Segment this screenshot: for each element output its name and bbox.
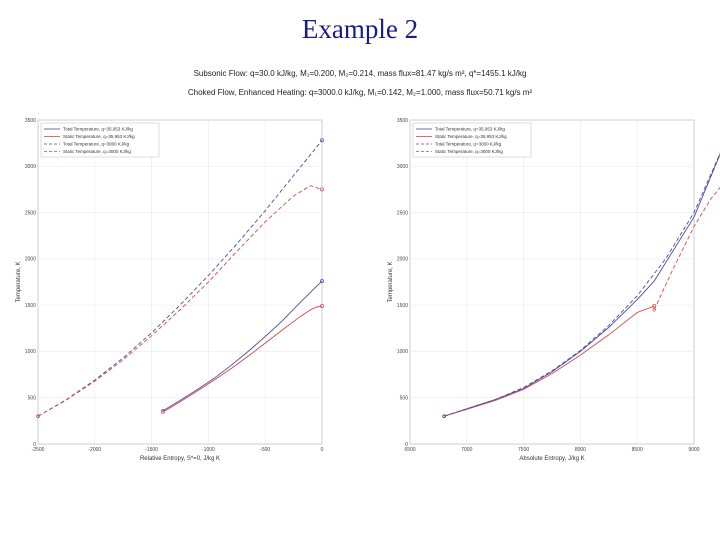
y-tick-label: 3000: [397, 164, 408, 170]
series-end-marker: [320, 279, 324, 284]
y-tick-label: 0: [33, 442, 36, 448]
series-line: [37, 140, 323, 417]
series-start-marker: [652, 308, 656, 312]
series-start-marker: [161, 410, 165, 414]
legend-box: [40, 122, 160, 158]
x-tick-label: -2000: [88, 447, 101, 453]
slide-title: Example 2: [301, 14, 419, 44]
chart-1: -2500 -2000 -1500 -1000 -500 0 0 500 1000 1500 200…: [16, 118, 324, 462]
x-tick-label: 0: [321, 447, 324, 453]
x-tick-label: 8500: [632, 447, 643, 453]
y-tick-label: 2000: [25, 257, 36, 263]
y-tick-label: 3500: [25, 118, 36, 124]
subtitle-subsonic: Subsonic Flow: q=30.0 kJ/kg, M₁=0.200, M…: [193, 69, 527, 78]
y-axis-label: Temperature, K: [388, 261, 394, 302]
series-end-marker: [320, 187, 324, 192]
series-end-marker: [320, 304, 324, 309]
y-tick-label: 3000: [25, 164, 36, 170]
y-tick-label: 2500: [397, 210, 408, 216]
x-tick-label: 9000: [688, 447, 699, 453]
series-line: [653, 187, 720, 310]
y-tick-label: 1500: [397, 303, 408, 309]
series-end-marker: [320, 138, 324, 143]
legend-entry: Total Temperature, q=35.953 KJ/kg: [63, 127, 133, 132]
legend-entry: Static Temperature, q=35.953 KJ/kg: [63, 134, 135, 139]
legend-entry: Total Temperature, q=3000 KJ/kg: [63, 142, 130, 147]
x-tick-label: -500: [260, 447, 270, 453]
y-tick-label: 0: [405, 442, 408, 448]
y-axis-label: Temperature, K: [16, 261, 22, 302]
series-end-marker: [652, 304, 657, 309]
legend-entry: Static Temperature, q=3000 KJ/kg: [435, 149, 503, 154]
y-tick-label: 3500: [397, 118, 408, 124]
series-start-marker: [442, 414, 446, 418]
y-tick-label: 500: [28, 396, 37, 402]
series-line: [443, 305, 655, 417]
x-tick-label: -1500: [145, 447, 158, 453]
x-tick-label: 8000: [575, 447, 586, 453]
series-line: [37, 185, 323, 417]
legend-box: [412, 122, 532, 158]
y-tick-label: 1500: [25, 303, 36, 309]
legend-entry: Total Temperature, q=35.953 KJ/kg: [435, 127, 505, 132]
legend-entry: Total Temperature, q=3000 KJ/kg: [435, 142, 502, 147]
y-tick-label: 2500: [25, 210, 36, 216]
series-line: [443, 153, 720, 417]
x-axis-label: Relative Entropy, S*=0, J/kg K: [140, 456, 220, 462]
series-start-marker: [36, 414, 40, 418]
series-line: [443, 152, 720, 417]
subtitle-choked: Choked Flow, Enhanced Heating: q=3000.0 …: [187, 88, 533, 97]
x-tick-label: 7500: [518, 447, 529, 453]
y-tick-label: 500: [400, 396, 409, 402]
plot-frame: [37, 119, 323, 445]
series-start-marker: [36, 414, 40, 418]
series-line: [162, 305, 323, 413]
legend: Total Temperature, q=35.953 KJ/kg Static …: [412, 122, 532, 158]
series-start-marker: [442, 414, 446, 418]
y-tick-label: 2000: [397, 257, 408, 263]
x-tick-label: 7000: [461, 447, 472, 453]
plot-frame: [409, 119, 695, 445]
y-tick-label: 1000: [397, 349, 408, 355]
legend-entry: Static Temperature, q=35.953 KJ/kg: [435, 134, 507, 139]
series-start-marker: [161, 408, 165, 413]
x-tick-label: 6500: [404, 447, 415, 453]
legend-entry: Static Temperature, q=3000 KJ/kg: [63, 149, 131, 154]
x-axis-label: Absolute Entropy, J/kg K: [519, 456, 584, 462]
x-tick-label: -1000: [202, 447, 215, 453]
series-line: [162, 280, 323, 412]
chart-2: 6500 7000 7500 8000 8500 9000 0 500 1000 1500 2000…: [388, 118, 720, 462]
x-tick-label: -2500: [32, 447, 45, 453]
legend: Total Temperature, q=35.953 KJ/kg Static …: [40, 122, 160, 158]
y-tick-label: 1000: [25, 349, 36, 355]
series-start-marker: [442, 414, 446, 418]
